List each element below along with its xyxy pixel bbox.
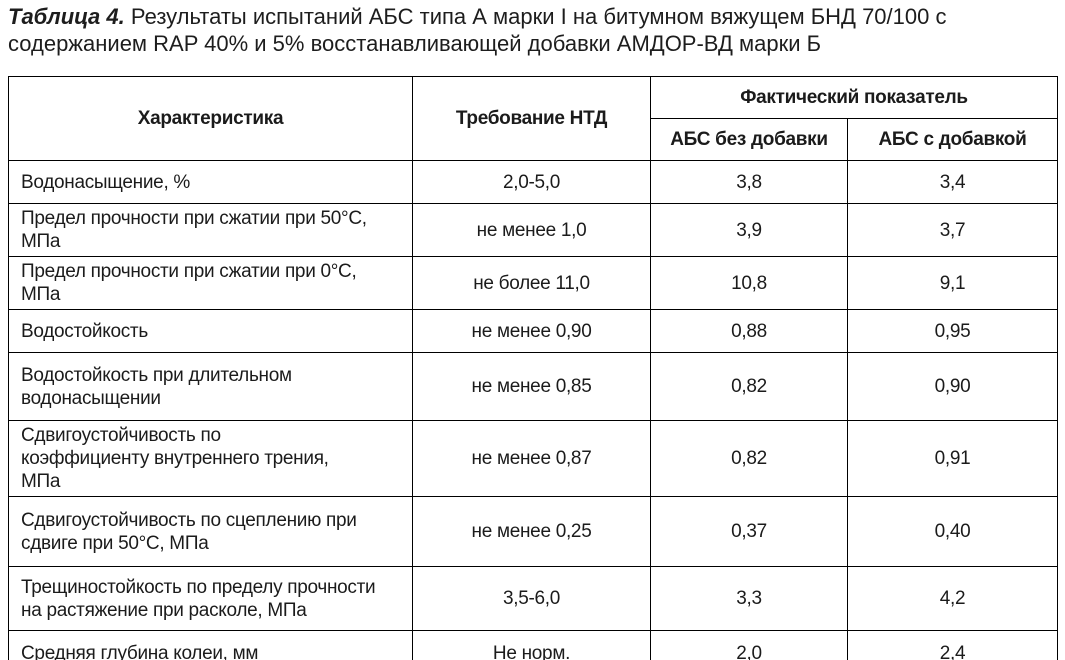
table-caption-text: Результаты испытаний АБС типа А марки I …	[8, 4, 947, 56]
header-abs-without-additive: АБС без добавки	[650, 118, 848, 161]
header-row-top: Характеристика Требование НТД Фактически…	[8, 76, 1059, 161]
table-caption: Таблица 4. Результаты испытаний АБС типа…	[8, 3, 1060, 57]
table-row: Водонасыщение, % 2,0-5,0 3,8 3,4	[8, 160, 1059, 204]
cell-characteristic: Трещиностойкость по пределу прочности на…	[8, 566, 413, 631]
table-row: Водостойкость не менее 0,90 0,88 0,95	[8, 309, 1059, 353]
cell-abs-without-additive: 0,82	[650, 352, 848, 421]
cell-abs-with-additive: 0,91	[846, 420, 1059, 497]
header-row-sub: АБС без добавки АБС с добавкой	[9, 118, 1059, 161]
cell-characteristic: Предел прочности при сжатии при 0°С, МПа	[8, 256, 413, 310]
header-characteristic: Характеристика	[8, 76, 413, 161]
cell-abs-with-additive: 4,2	[846, 566, 1059, 631]
cell-requirement: Не норм.	[412, 630, 651, 660]
cell-abs-with-additive: 3,4	[846, 160, 1059, 204]
cell-abs-with-additive: 3,7	[846, 203, 1059, 257]
cell-characteristic-text: Водостойкость при длительном водонасыщен…	[21, 364, 292, 409]
cell-requirement: 2,0-5,0	[412, 160, 651, 204]
cell-characteristic: Водостойкость при длительном водонасыщен…	[8, 352, 413, 421]
cell-abs-with-additive: 0,90	[846, 352, 1059, 421]
cell-characteristic-text: Трещиностойкость по пределу прочности на…	[21, 576, 376, 621]
cell-abs-with-additive: 0,95	[846, 309, 1059, 353]
table-row: Сдвигоустойчивость по коэффициенту внутр…	[8, 420, 1059, 497]
table-caption-number: Таблица 4.	[8, 4, 125, 29]
cell-requirement: не более 11,0	[412, 256, 651, 310]
table-row: Предел прочности при сжатии при 0°С, МПа…	[8, 256, 1059, 310]
table-body: Водонасыщение, % 2,0-5,0 3,8 3,4 Предел …	[8, 160, 1059, 660]
table-row: Предел прочности при сжатии при 50°С, МП…	[8, 203, 1059, 257]
cell-abs-without-additive: 0,37	[650, 496, 848, 567]
cell-abs-with-additive: 9,1	[846, 256, 1059, 310]
cell-abs-without-additive: 0,82	[650, 420, 848, 497]
cell-abs-without-additive: 10,8	[650, 256, 848, 310]
cell-characteristic: Сдвигоустойчивость по сцеплению при сдви…	[8, 496, 413, 567]
cell-requirement: не менее 0,90	[412, 309, 651, 353]
cell-characteristic: Сдвигоустойчивость по коэффициенту внутр…	[8, 420, 413, 497]
cell-requirement: 3,5-6,0	[412, 566, 651, 631]
header-requirement: Требование НТД	[412, 76, 651, 161]
table-row: Средняя глубина колеи, мм Не норм. 2,0 2…	[8, 630, 1059, 660]
header-abs-with-additive: АБС с добавкой	[846, 118, 1059, 161]
cell-abs-without-additive: 3,8	[650, 160, 848, 204]
table-row: Сдвигоустойчивость по сцеплению при сдви…	[8, 496, 1059, 567]
cell-abs-without-additive: 2,0	[650, 630, 848, 660]
cell-requirement: не менее 0,85	[412, 352, 651, 421]
cell-requirement: не менее 1,0	[412, 203, 651, 257]
cell-abs-without-additive: 0,88	[650, 309, 848, 353]
header-actual-group: Фактический показатель	[649, 76, 1059, 119]
cell-requirement: не менее 0,87	[412, 420, 651, 497]
cell-abs-without-additive: 3,3	[650, 566, 848, 631]
cell-characteristic: Предел прочности при сжатии при 50°С, МП…	[8, 203, 413, 257]
cell-requirement: не менее 0,25	[412, 496, 651, 567]
table-row: Трещиностойкость по пределу прочности на…	[8, 566, 1059, 631]
cell-characteristic-text: Сдвигоустойчивость по сцеплению при сдви…	[21, 509, 357, 554]
cell-abs-with-additive: 2,4	[846, 630, 1059, 660]
table-row: Водостойкость при длительном водонасыщен…	[8, 352, 1059, 421]
cell-abs-without-additive: 3,9	[650, 203, 848, 257]
table-header: Характеристика Требование НТД Фактически…	[8, 76, 1059, 161]
cell-characteristic: Водонасыщение, %	[8, 160, 413, 204]
results-table: Характеристика Требование НТД Фактически…	[8, 76, 1059, 660]
cell-characteristic: Водостойкость	[8, 309, 413, 353]
cell-abs-with-additive: 0,40	[846, 496, 1059, 567]
cell-characteristic: Средняя глубина колеи, мм	[8, 630, 413, 660]
cell-characteristic-text: Сдвигоустойчивость по коэффициенту внутр…	[21, 425, 329, 492]
